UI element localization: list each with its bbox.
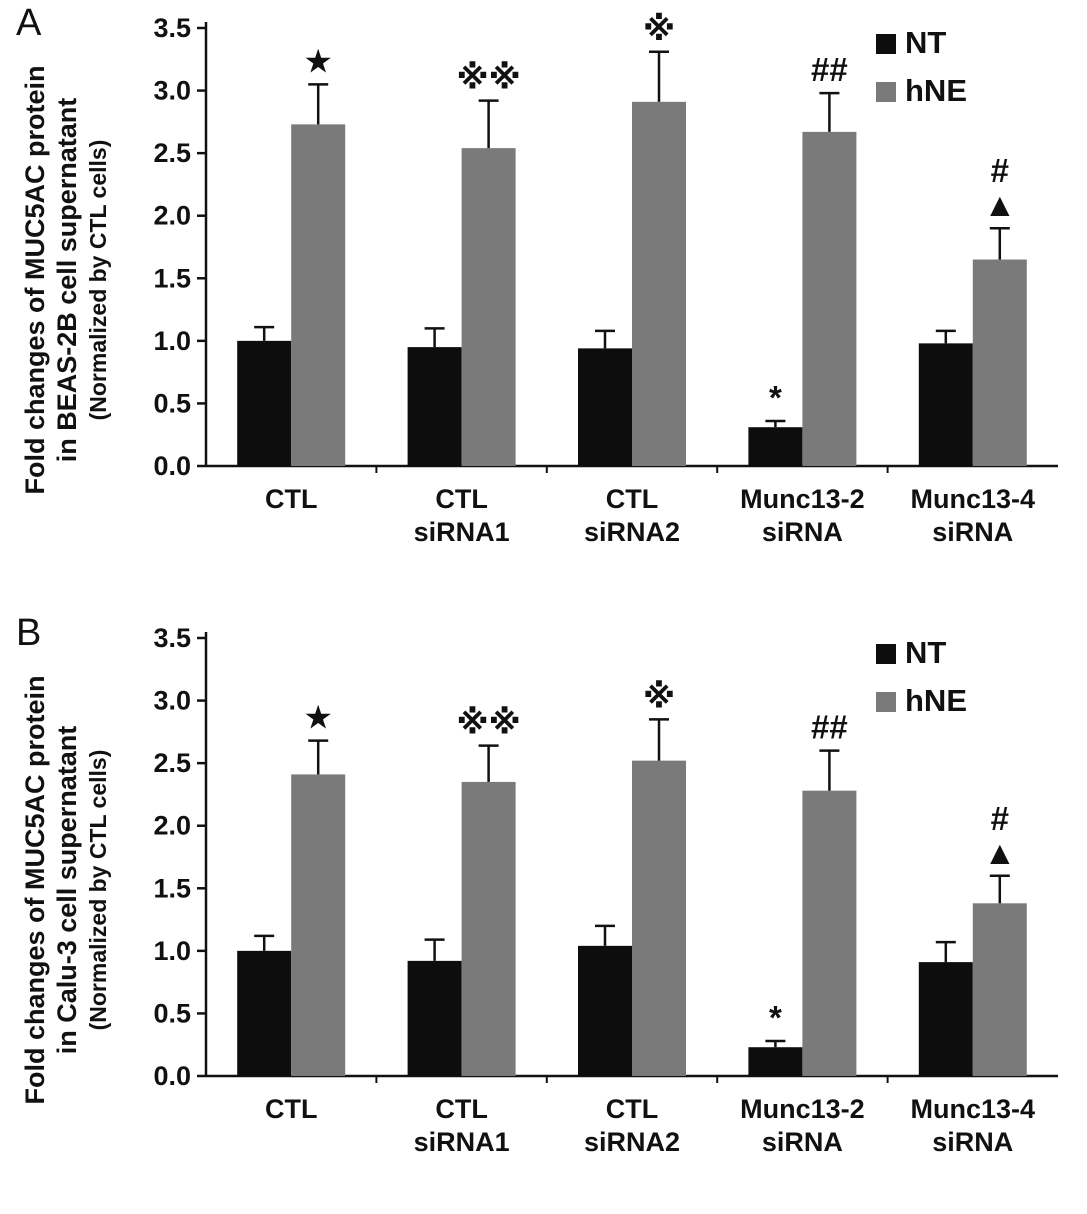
significance-marker: ※※ [457, 59, 521, 96]
bar-NT-1 [237, 340, 292, 466]
x-category-label: siRNA [762, 517, 843, 547]
significance-marker: ★ [303, 699, 333, 736]
y-tick-label: 0.5 [153, 388, 191, 418]
bar-hNE-2 [461, 148, 516, 466]
significance-marker: ▲ [983, 834, 1016, 871]
significance-marker: ▲ [983, 186, 1016, 223]
legend-swatch-NT [876, 644, 896, 664]
significance-marker: * [769, 999, 782, 1036]
significance-marker: ※ [643, 10, 675, 47]
bar-hNE-4 [802, 790, 857, 1076]
bar-hNE-2 [461, 781, 516, 1076]
x-category-label: siRNA [932, 1127, 1013, 1157]
significance-marker: ※※ [457, 704, 521, 741]
bar-hNE-4 [802, 131, 857, 466]
y-tick-label: 2.0 [153, 201, 191, 231]
y-tick-label: 3.0 [153, 686, 191, 716]
x-category-label: siRNA2 [584, 1127, 680, 1157]
bar-NT-5 [918, 962, 973, 1076]
significance-marker: ## [811, 709, 848, 746]
bar-NT-4 [748, 1047, 803, 1076]
bar-NT-3 [578, 945, 632, 1076]
legend-label-NT: NT [905, 635, 946, 670]
x-category-label: siRNA1 [414, 1127, 510, 1157]
bar-hNE-3 [632, 101, 686, 466]
legend-swatch-hNE [876, 692, 896, 712]
legend-label-hNE: hNE [905, 683, 967, 718]
y-tick-label: 0.5 [153, 998, 191, 1028]
yaxis-label-line1: Fold changes of MUC5AC protein [20, 675, 51, 1105]
legend-label-NT: NT [905, 25, 946, 60]
significance-marker: * [769, 379, 782, 416]
x-category-label: Munc13-4 [911, 1094, 1036, 1124]
x-category-label: Munc13-4 [911, 484, 1036, 514]
x-category-label: Munc13-2 [740, 484, 865, 514]
y-tick-label: 2.0 [153, 811, 191, 841]
significance-marker: # [991, 152, 1009, 189]
y-tick-label: 0.0 [153, 1061, 191, 1091]
chart-svg-A: 0.00.51.01.52.02.53.03.5CTL★CTLsiRNA1※※C… [153, 10, 1058, 547]
y-tick-label: 1.0 [153, 936, 191, 966]
y-tick-label: 0.0 [153, 451, 191, 481]
panel-a: A Fold changes of MUC5AC protein in BEAS… [0, 0, 1087, 592]
y-tick-label: 2.5 [153, 748, 191, 778]
panel-a-letter: A [16, 2, 42, 44]
y-tick-label: 2.5 [153, 138, 191, 168]
bar-hNE-5 [972, 259, 1027, 466]
panel-b-yaxis-label: Fold changes of MUC5AC protein in Calu-3… [10, 610, 122, 1170]
x-category-label: Munc13-2 [740, 1094, 865, 1124]
panel-b: B Fold changes of MUC5AC protein in Calu… [0, 610, 1087, 1202]
x-category-label: siRNA2 [584, 517, 680, 547]
x-category-label: siRNA [762, 1127, 843, 1157]
y-tick-label: 1.5 [153, 873, 191, 903]
x-category-label: CTL [435, 484, 487, 514]
legend-swatch-hNE [876, 82, 896, 102]
y-tick-label: 3.5 [153, 623, 191, 653]
chart-svg-B: 0.00.51.01.52.02.53.03.5CTL★CTLsiRNA1※※C… [153, 623, 1058, 1157]
panel-b-letter: B [16, 612, 42, 654]
bar-hNE-1 [291, 774, 346, 1076]
yaxis-label-line3: (Normalized by CTL cells) [85, 749, 112, 1031]
x-category-label: CTL [265, 484, 317, 514]
significance-marker: ## [811, 51, 848, 88]
panel-a-yaxis-label: Fold changes of MUC5AC protein in BEAS-2… [10, 0, 122, 560]
bar-chart-b: 0.0 0.5 1.0 1.5 2.0 2.5 3.0 3.5 CTL ★ CTL siRNA1 ※※ C… [122, 610, 1072, 1193]
significance-marker: ★ [303, 42, 333, 79]
bar-NT-4 [748, 427, 803, 466]
bar-hNE-3 [632, 760, 686, 1076]
y-tick-label: 3.0 [153, 76, 191, 106]
bar-hNE-5 [972, 903, 1027, 1076]
bar-NT-5 [918, 343, 973, 466]
legend-label-hNE: hNE [905, 73, 967, 108]
y-tick-label: 1.0 [153, 326, 191, 356]
bar-hNE-1 [291, 124, 346, 467]
significance-marker: # [991, 800, 1009, 837]
y-tick-label: 1.5 [153, 263, 191, 293]
yaxis-label-line2: in Calu-3 cell supernatant [52, 725, 83, 1055]
legend-swatch-NT [876, 34, 896, 54]
yaxis-label-line3: (Normalized by CTL cells) [85, 139, 112, 421]
bar-chart-a: 0.0 0.5 1.0 1.5 2.0 2.5 3.0 3.5 CTL ★ CTL siRNA1 ※※ C… [122, 0, 1072, 583]
bar-NT-2 [407, 960, 462, 1076]
yaxis-label-line2: in BEAS-2B cell supernatant [52, 97, 83, 463]
yaxis-label-line1: Fold changes of MUC5AC protein [20, 65, 51, 495]
bar-NT-2 [407, 347, 462, 466]
bar-NT-1 [237, 950, 292, 1076]
x-category-label: CTL [435, 1094, 487, 1124]
x-category-label: siRNA1 [414, 517, 510, 547]
x-category-label: CTL [606, 1094, 658, 1124]
x-category-label: CTL [606, 484, 658, 514]
y-tick-label: 3.5 [153, 13, 191, 43]
x-category-label: CTL [265, 1094, 317, 1124]
x-category-label: siRNA [932, 517, 1013, 547]
significance-marker: ※ [643, 677, 675, 714]
bar-NT-3 [578, 348, 632, 466]
